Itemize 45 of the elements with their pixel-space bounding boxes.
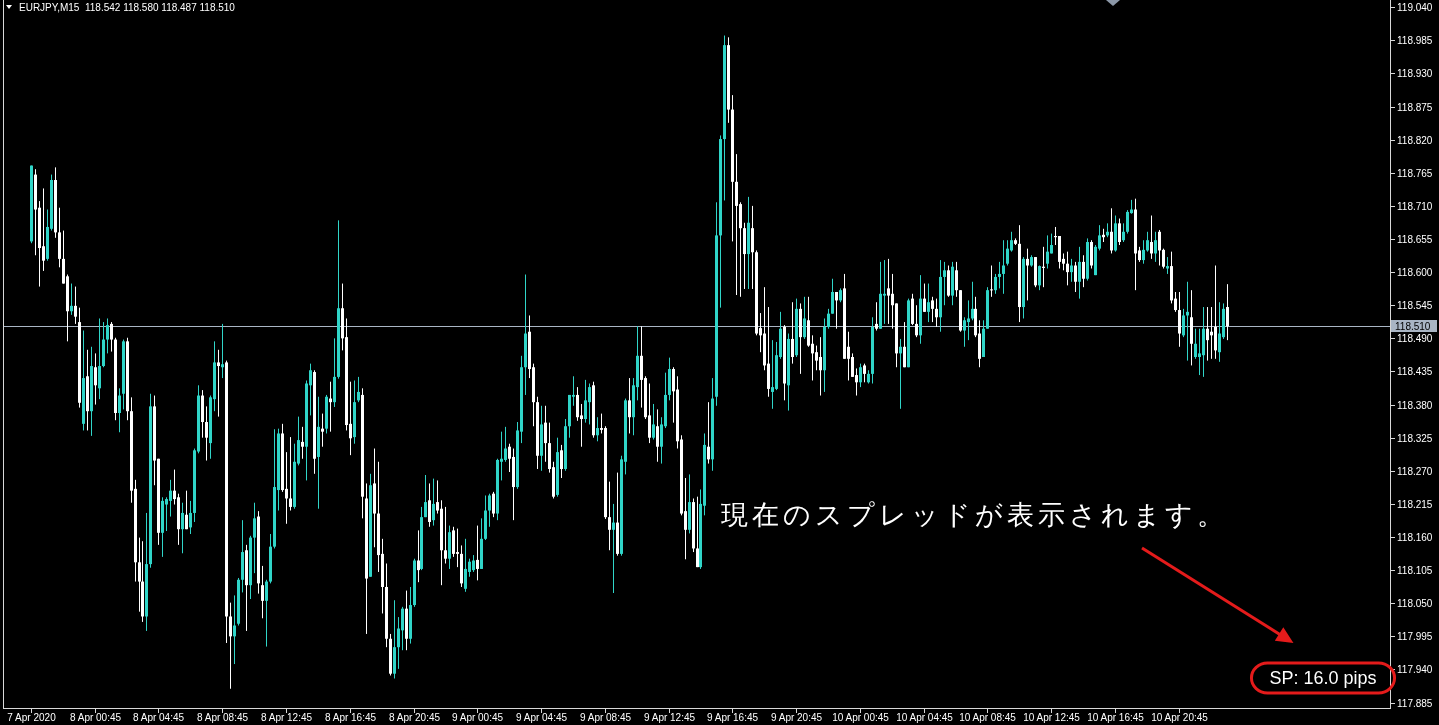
x-tick-label: 10 Apr 00:45 [832,712,890,723]
y-tick-label: 118.985 [1397,35,1433,46]
annotation: SP: 16.0 pips [1269,668,1377,688]
x-tick-label: 10 Apr 16:45 [1087,712,1145,723]
y-tick-label: 118.105 [1397,565,1433,576]
y-tick-label: 118.380 [1397,400,1433,411]
x-tick-label: 9 Apr 20:45 [770,712,823,723]
y-tick-label: 117.995 [1397,631,1433,642]
y-tick-label: 118.325 [1397,433,1433,444]
y-tick-label: 118.435 [1397,366,1433,377]
y-tick-label: 118.050 [1397,598,1433,609]
y-tick-label: 117.885 [1397,698,1433,709]
x-tick-label: 8 Apr 04:45 [132,712,185,723]
ref-line-label: 118.510 [1395,321,1431,332]
x-tick-label: 8 Apr 00:45 [69,712,122,723]
x-tick-label: 9 Apr 04:45 [515,712,568,723]
x-tick-label: 7 Apr 2020 [7,712,57,723]
x-tick-label: 9 Apr 08:45 [579,712,632,723]
y-tick-label: 118.930 [1397,68,1433,79]
y-tick-label: 118.490 [1397,333,1433,344]
y-tick-label: 118.875 [1397,102,1433,113]
y-tick-label: 118.215 [1397,499,1433,510]
x-tick-label: 10 Apr 08:45 [959,712,1017,723]
y-tick-label: 118.820 [1397,135,1433,146]
y-tick-label: 118.160 [1397,532,1433,543]
chart-title: EURJPY,M15 118.542 118.580 118.487 118.510 [19,2,236,13]
x-tick-label: 10 Apr 04:45 [896,712,954,723]
y-tick-label: 119.040 [1397,2,1433,13]
y-tick-label: 118.545 [1397,300,1433,311]
annotation: 現在のスプレッドが表示されます。 [721,499,1228,530]
x-tick-label: 10 Apr 20:45 [1151,712,1209,723]
y-tick-label: 118.600 [1397,267,1433,278]
x-tick-label: 9 Apr 00:45 [451,712,504,723]
y-tick-label: 118.655 [1397,234,1433,245]
x-tick-label: 9 Apr 16:45 [706,712,759,723]
x-tick-label: 9 Apr 12:45 [643,712,696,723]
y-tick-label: 118.710 [1397,201,1433,212]
x-tick-label: 8 Apr 08:45 [196,712,249,723]
x-tick-label: 8 Apr 12:45 [260,712,313,723]
y-tick-label: 118.270 [1397,466,1433,477]
y-tick-label: 118.765 [1397,168,1433,179]
x-tick-label: 8 Apr 20:45 [388,712,441,723]
x-tick-label: 8 Apr 16:45 [324,712,377,723]
x-tick-label: 10 Apr 12:45 [1023,712,1081,723]
y-tick-label: 117.940 [1397,664,1433,675]
